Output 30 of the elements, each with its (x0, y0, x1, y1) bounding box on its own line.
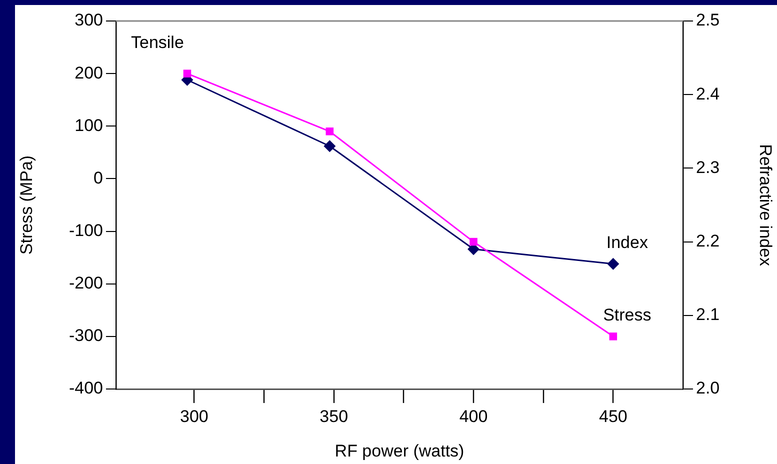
series-label: Index (606, 232, 648, 252)
y-tick-label: 0 (94, 168, 103, 188)
x-tick-label: 400 (459, 406, 488, 426)
point (183, 70, 192, 78)
annotation: Tensile (131, 33, 184, 52)
y-tick-label: 300 (74, 10, 103, 30)
x-tick-label: 450 (598, 406, 628, 426)
point (470, 238, 478, 246)
y2-tick-label: 2.3 (696, 158, 720, 177)
y-tick-label: -400 (68, 378, 103, 398)
y2-tick-label: 2.1 (696, 305, 720, 324)
y2-tick-label: 2.4 (696, 84, 720, 104)
y-tick-label: -200 (68, 274, 103, 293)
y-tick-label: 200 (74, 63, 103, 82)
x-tick-label: 300 (180, 406, 208, 426)
y-axis-title: Stress (MPa) (16, 155, 36, 255)
x-axis-title: RF power (watts) (334, 441, 464, 460)
y-tick-label: 100 (74, 116, 103, 135)
point (326, 128, 334, 136)
y-tick-label: -300 (68, 326, 103, 346)
y2-axis-title: Refractive index (756, 144, 776, 266)
point (609, 332, 618, 340)
y2-tick-label: 2.5 (696, 10, 720, 30)
point (607, 258, 620, 270)
y-tick-label: -100 (68, 220, 103, 240)
point (324, 140, 336, 152)
y2-tick-label: 2.2 (696, 231, 720, 250)
y2-tick-label: 2.0 (696, 378, 720, 398)
series-label: Stress (603, 305, 652, 324)
x-tick-label: 350 (320, 406, 348, 426)
